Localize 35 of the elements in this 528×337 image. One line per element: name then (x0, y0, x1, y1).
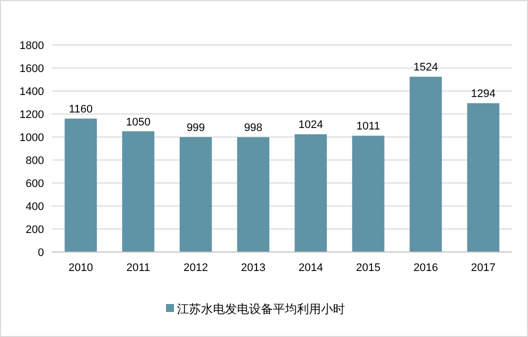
bar (122, 131, 154, 252)
y-tick-label: 1400 (20, 86, 44, 98)
x-tick-label: 2017 (471, 262, 496, 274)
data-label: 1524 (414, 62, 438, 74)
bar (64, 118, 97, 252)
data-label: 998 (244, 122, 262, 134)
x-tick-label: 2011 (126, 262, 150, 274)
x-tick-label: 2010 (68, 262, 93, 274)
y-tick-label: 600 (26, 178, 44, 190)
x-tick-label: 2016 (414, 262, 438, 274)
legend-label: 江苏水电发电设备平均利用小时 (177, 302, 345, 316)
x-tick-label: 2012 (184, 262, 208, 274)
x-tick-label: 2014 (298, 262, 323, 274)
y-tick-label: 0 (38, 247, 44, 259)
y-tick-label: 1800 (20, 40, 44, 52)
bar (180, 137, 212, 252)
bar (352, 136, 384, 252)
data-label: 1160 (68, 104, 93, 116)
data-label: 1050 (126, 116, 150, 128)
y-tick-label: 800 (26, 155, 44, 167)
bar (410, 76, 442, 252)
bar (237, 137, 270, 252)
data-label: 999 (186, 122, 205, 134)
y-tick-label: 1200 (20, 109, 44, 121)
x-tick-label: 2013 (241, 262, 266, 274)
bar (294, 134, 327, 252)
data-label: 1294 (471, 88, 496, 100)
y-tick-label: 400 (26, 201, 44, 213)
x-tick-label: 2015 (356, 262, 380, 274)
y-tick-label: 1600 (20, 63, 44, 75)
data-label: 1024 (298, 119, 323, 132)
y-tick-label: 200 (26, 224, 44, 236)
y-tick-label: 1000 (20, 132, 44, 144)
bar (467, 103, 500, 252)
data-label: 1011 (356, 120, 380, 133)
